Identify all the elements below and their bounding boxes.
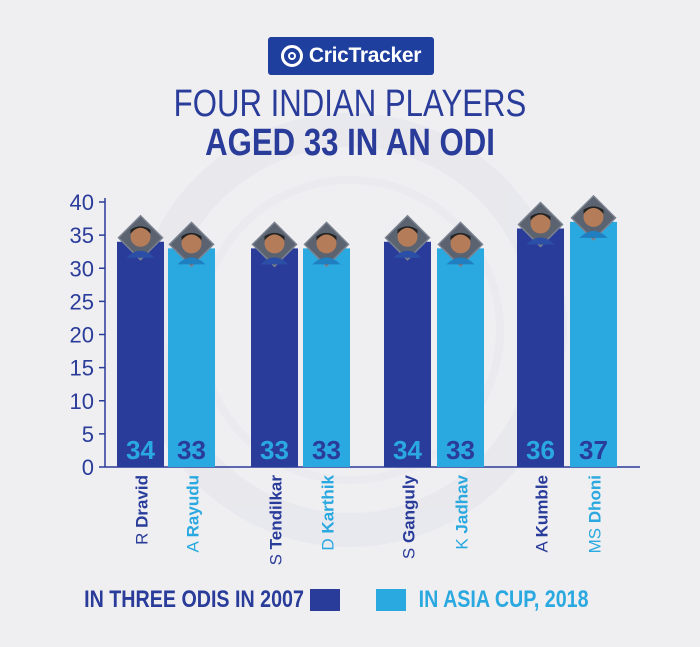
y-tick-label: 25 (70, 289, 94, 314)
bar (251, 248, 298, 467)
player-avatar (517, 201, 564, 248)
category-label: R Dravid (133, 475, 152, 545)
bar-value-label: 33 (312, 435, 341, 465)
legend-label-light: IN ASIA CUP, 2018 (418, 586, 589, 613)
bar-value-label: 33 (446, 435, 475, 465)
y-tick-label: 0 (82, 455, 94, 480)
legend-label-dark: IN THREE ODIS IN 2007 (84, 586, 304, 613)
category-label: K Jadhav (453, 474, 472, 549)
crictracker-logo: CricTracker (268, 37, 434, 75)
bar-value-label: 37 (579, 435, 608, 465)
legend-item-dark: IN THREE ODIS IN 2007 (60, 586, 341, 614)
legend-swatch-dark (310, 589, 341, 611)
bar-value-label: 36 (526, 435, 555, 465)
player-avatar (251, 221, 298, 268)
bar (168, 248, 215, 467)
category-label: MS Dhoni (586, 475, 605, 553)
chart-title-line1: FOUR INDIAN PLAYERS (173, 83, 527, 125)
category-label: A Kumble (533, 475, 552, 552)
category-label: S Ganguly (400, 474, 419, 559)
bar (517, 228, 564, 467)
category-label: S Tendilkar (267, 475, 286, 566)
y-tick-label: 5 (82, 422, 94, 447)
y-tick-label: 40 (70, 190, 94, 215)
chart-title-line2: AGED 33 IN AN ODI (205, 122, 495, 164)
player-avatar (570, 194, 617, 241)
bar-value-label: 33 (260, 435, 289, 465)
category-label: D Karthik (319, 474, 338, 550)
category-label: A Rayudu (184, 475, 203, 552)
logo-mark-icon (280, 45, 303, 67)
legend-swatch-light (376, 589, 406, 611)
bar (437, 248, 484, 467)
y-tick-label: 30 (70, 256, 94, 281)
player-avatar (384, 214, 431, 261)
y-tick-label: 10 (70, 389, 94, 414)
bar-value-label: 34 (126, 435, 155, 465)
bar (303, 248, 350, 467)
bar (384, 241, 431, 467)
bar-value-label: 34 (393, 435, 422, 465)
y-tick-label: 20 (70, 323, 94, 348)
player-avatar (437, 221, 484, 268)
player-avatar (303, 221, 350, 268)
bar (570, 221, 617, 467)
player-avatar (117, 214, 164, 261)
bar (117, 241, 164, 467)
logo-text: CricTracker (308, 44, 422, 67)
y-tick-label: 35 (70, 223, 94, 248)
legend-item-light: IN ASIA CUP, 2018 (376, 586, 607, 614)
y-tick-label: 15 (70, 356, 94, 381)
player-avatar (168, 221, 215, 268)
bar-value-label: 33 (177, 435, 206, 465)
